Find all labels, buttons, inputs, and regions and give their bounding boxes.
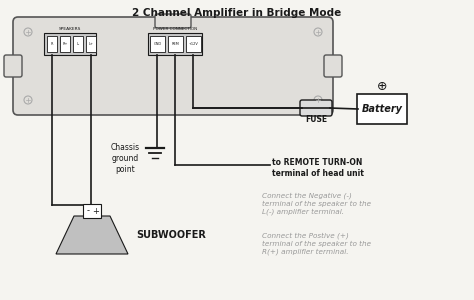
Text: L+: L+ bbox=[89, 42, 93, 46]
FancyBboxPatch shape bbox=[186, 36, 201, 52]
FancyBboxPatch shape bbox=[168, 36, 183, 52]
Text: Chassis
ground
point: Chassis ground point bbox=[110, 143, 139, 174]
FancyBboxPatch shape bbox=[86, 36, 96, 52]
Polygon shape bbox=[56, 216, 128, 254]
Text: +: + bbox=[92, 206, 100, 215]
Text: GND: GND bbox=[154, 42, 162, 46]
FancyBboxPatch shape bbox=[150, 36, 165, 52]
Text: R+: R+ bbox=[62, 42, 68, 46]
Text: SPEAKERS: SPEAKERS bbox=[59, 27, 81, 31]
Text: SUBWOOFER: SUBWOOFER bbox=[136, 230, 206, 240]
FancyBboxPatch shape bbox=[47, 36, 57, 52]
FancyBboxPatch shape bbox=[324, 55, 342, 77]
FancyBboxPatch shape bbox=[300, 100, 332, 116]
FancyBboxPatch shape bbox=[83, 204, 101, 218]
Text: ⊕: ⊕ bbox=[377, 80, 387, 94]
Text: R-: R- bbox=[50, 42, 54, 46]
FancyBboxPatch shape bbox=[13, 17, 333, 115]
FancyBboxPatch shape bbox=[60, 36, 70, 52]
FancyBboxPatch shape bbox=[357, 94, 407, 124]
Text: Connect the Negative (-)
terminal of the speaker to the
L(-) amplifier terminal.: Connect the Negative (-) terminal of the… bbox=[262, 192, 371, 215]
FancyBboxPatch shape bbox=[155, 14, 191, 28]
Text: to REMOTE TURN-ON
terminal of head unit: to REMOTE TURN-ON terminal of head unit bbox=[272, 158, 364, 178]
Text: -: - bbox=[86, 206, 90, 215]
Text: +12V: +12V bbox=[189, 42, 199, 46]
FancyBboxPatch shape bbox=[73, 36, 83, 52]
Text: FUSE: FUSE bbox=[305, 116, 327, 124]
FancyBboxPatch shape bbox=[44, 33, 96, 55]
Text: POWER CONNECTION: POWER CONNECTION bbox=[153, 27, 197, 31]
FancyBboxPatch shape bbox=[4, 55, 22, 77]
Text: REM: REM bbox=[172, 42, 179, 46]
FancyBboxPatch shape bbox=[148, 33, 202, 55]
Text: 2 Channel Amplifier in Bridge Mode: 2 Channel Amplifier in Bridge Mode bbox=[132, 8, 342, 18]
Text: Connect the Postive (+)
terminal of the speaker to the
R(+) amplifier terminal.: Connect the Postive (+) terminal of the … bbox=[262, 232, 371, 255]
Text: Battery: Battery bbox=[362, 104, 402, 114]
Text: L-: L- bbox=[76, 42, 80, 46]
